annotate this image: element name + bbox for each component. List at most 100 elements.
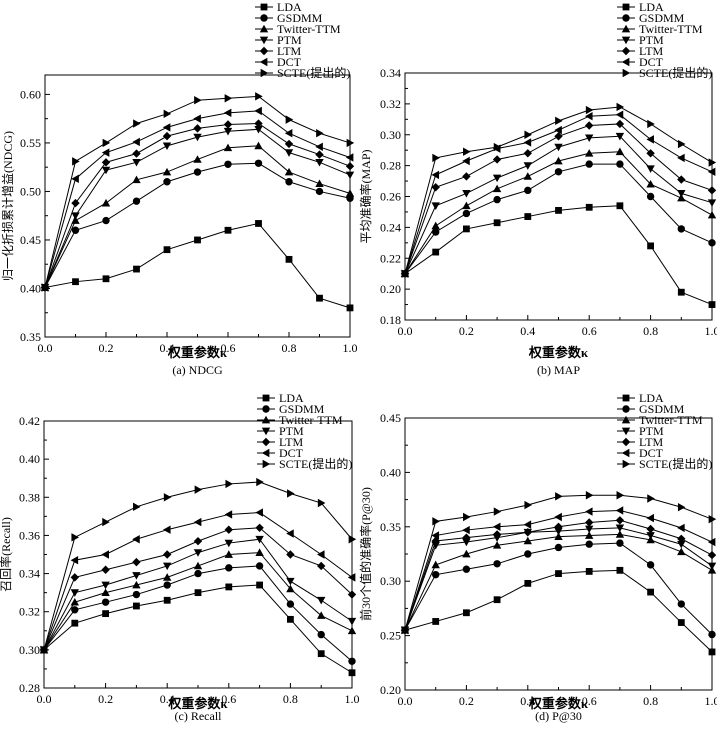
data-point-6 [194,485,203,494]
legend-label: Twitter-TTM [279,413,343,427]
data-point-4 [554,132,563,141]
data-point-2 [646,179,655,188]
data-point-2 [707,210,717,219]
data-point-3 [286,577,295,586]
data-point-2 [615,530,625,538]
data-point-4 [315,150,324,159]
data-point-5 [646,135,654,144]
data-point-1 [132,590,141,599]
data-point-6 [432,517,440,526]
data-point-6 [401,269,410,278]
data-point-3 [677,190,686,198]
legend-label: SCTE(提出的) [279,456,352,471]
data-point-1 [708,630,716,639]
data-point-4 [345,162,355,171]
data-point-3 [70,589,79,597]
legend-label: SCTE(提出的) [639,65,712,80]
y-tick-label: 0.38 [19,490,40,504]
data-point-0 [463,225,470,233]
data-point-1 [708,239,716,247]
data-point-1 [585,540,593,548]
data-point-1 [163,581,171,589]
data-point-4 [255,523,264,532]
data-point-4 [317,561,326,571]
legend-marker [260,3,268,11]
data-point-0 [524,213,532,220]
data-point-6 [71,533,79,542]
data-point-6 [133,502,141,512]
data-point-1 [646,561,655,569]
legend-label: Twitter-TTM [639,22,703,36]
data-point-5 [101,550,109,559]
data-point-6 [708,158,717,167]
y-tick-label: 0.25 [380,629,401,643]
data-point-2 [255,548,264,556]
data-point-5 [286,529,294,538]
y-tick-label: 0.60 [20,87,41,101]
data-point-4 [646,524,655,534]
legend-label: Twitter-TTM [639,413,703,427]
x-tick-label: 0.4 [160,692,175,706]
data-point-2 [223,143,233,152]
data-point-6 [677,503,686,512]
data-point-4 [254,119,263,128]
y-axis-label: 召回率(Recall) [0,517,13,592]
chart-caption: (a) NDCG [172,363,223,377]
data-point-0 [163,246,171,254]
data-point-2 [132,580,141,589]
data-point-0 [677,619,685,626]
y-tick-label: 0.20 [380,282,401,296]
x-tick-label: 1.0 [343,341,358,355]
data-point-4 [707,550,717,560]
legend-label: GSDMM [639,402,685,416]
data-point-0 [616,202,624,210]
data-point-6 [677,139,686,149]
data-point-2 [101,198,111,207]
x-tick-label: 0.8 [643,324,658,338]
legend-marker [259,57,268,67]
data-point-6 [224,94,233,103]
legend-label: GSDMM [279,402,325,416]
data-point-2 [286,584,295,593]
data-point-3 [132,572,141,580]
data-point-6 [163,109,172,119]
data-point-4 [162,131,172,141]
data-point-5 [707,167,716,176]
data-point-2 [132,175,141,184]
data-point-5 [255,508,263,517]
data-point-2 [345,189,355,197]
series-line-2 [44,145,351,288]
chart-panel-3: 0.0 0.2 0.4 0.6 0.8 1.0 0.20 0.25 0.30 0.35 0.40 0.… [358,391,717,723]
data-point-1 [432,228,440,236]
series-line-3 [404,527,713,631]
legend-marker [622,68,631,78]
data-point-0 [316,294,323,302]
legend-marker [262,405,270,413]
series-line-3 [44,128,351,288]
data-point-0 [647,588,654,596]
y-tick-label: 0.34 [19,567,40,581]
data-point-1 [194,569,202,578]
y-tick-label: 0.35 [380,520,401,534]
data-point-3 [193,133,202,142]
data-point-5 [284,129,293,138]
data-point-0 [287,615,294,623]
data-point-6 [585,491,594,500]
x-tick-label: 0.0 [37,692,52,706]
legend-marker [261,427,271,436]
legend-label: Twitter-TTM [277,22,341,36]
data-point-3 [71,212,80,220]
data-point-1 [71,226,80,234]
data-point-6 [463,147,471,156]
data-point-2 [163,573,172,581]
x-tick-label: 0.4 [520,324,535,338]
data-point-1 [71,606,79,614]
data-point-0 [255,220,262,227]
x-axis-label: 权重参数κ [167,696,228,711]
data-point-0 [493,219,501,227]
legend-label: DCT [639,55,664,69]
data-point-4 [347,590,357,599]
data-point-6 [463,512,471,522]
data-point-1 [493,560,501,568]
data-point-5 [162,123,171,132]
